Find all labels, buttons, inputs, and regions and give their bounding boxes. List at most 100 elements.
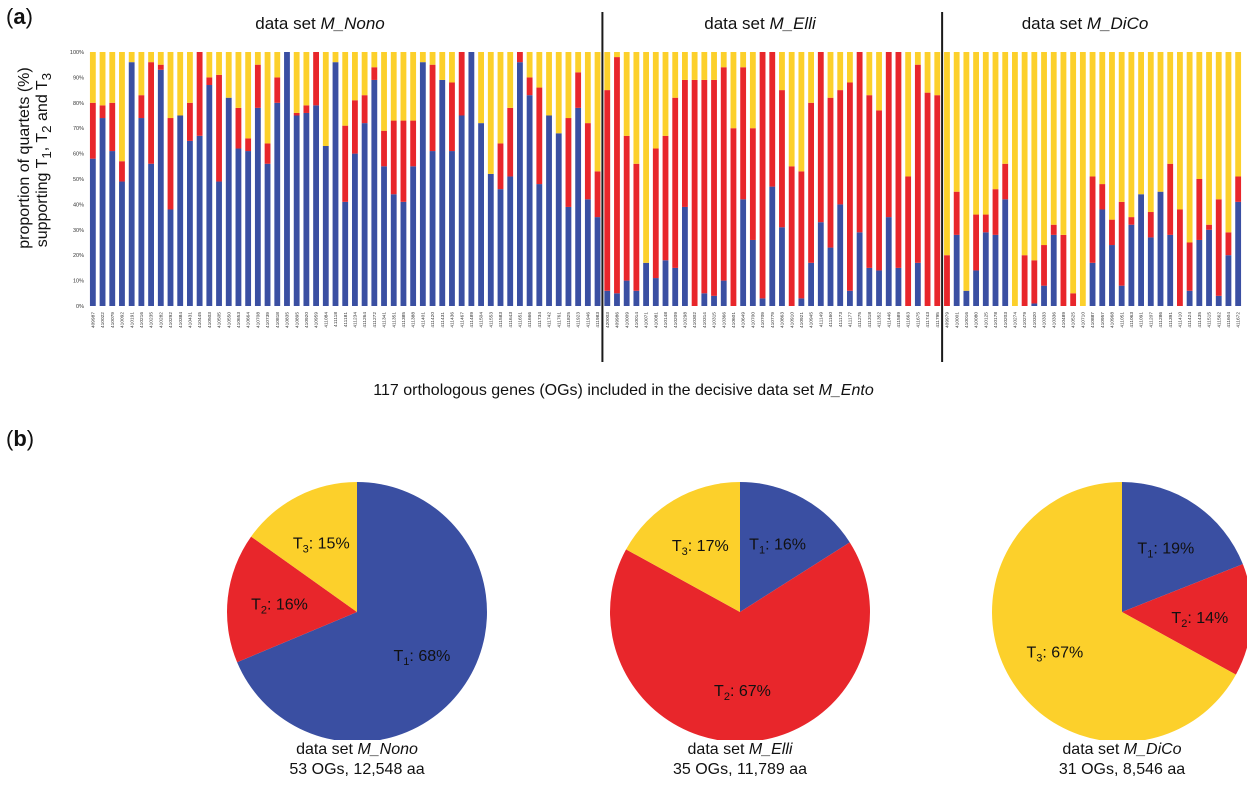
x-tick-label: 411583 <box>498 312 504 328</box>
bar-segment-t3 <box>982 52 989 215</box>
bar-segment-t2 <box>449 82 455 152</box>
x-tick-label: 410601 <box>731 312 737 328</box>
bar-segment-t2 <box>313 52 319 106</box>
x-tick-label: 410125 <box>983 312 989 328</box>
bar-segment-t1 <box>332 62 339 306</box>
bar-segment-t3 <box>264 52 271 144</box>
bar-segment-t2 <box>652 148 659 279</box>
x-tick-label: 411946 <box>585 312 591 328</box>
bar-segment-t3 <box>410 52 417 121</box>
x-tick-label: 410957 <box>1100 312 1106 328</box>
pie-label-t1: T1: 19% <box>1137 540 1194 560</box>
bar-segment-t3 <box>1118 52 1125 202</box>
x-axis-caption: 117 orthologous genes (OGs) included in … <box>373 382 874 399</box>
pie-slice-t1 <box>1122 482 1243 612</box>
bar-segment-t3 <box>109 52 116 103</box>
x-tick-label: 411275 <box>857 312 863 328</box>
bar-segment-t1 <box>507 176 514 306</box>
bar-segment-t1 <box>1196 239 1203 306</box>
x-tick-label: 410235 <box>149 312 155 328</box>
bar-segment-t1 <box>973 270 979 306</box>
x-tick-label: 411923 <box>576 312 582 328</box>
bar-segment-t1 <box>526 95 533 307</box>
bar-segment-t3 <box>254 52 261 65</box>
x-tick-label: 410071 <box>644 312 650 328</box>
set-title-nono: data set M_Nono <box>255 14 385 33</box>
x-tick-label: 410001 <box>954 312 960 328</box>
bar-segment-t2 <box>157 64 164 70</box>
bar-segment-t2 <box>167 118 174 210</box>
bar-segment-t3 <box>390 52 397 121</box>
pie-slice-t2 <box>227 536 357 663</box>
x-tick-label: 410818 <box>275 312 281 328</box>
bar-segment-t2 <box>458 52 465 116</box>
y-tick-label: 10% <box>73 279 84 285</box>
bar-segment-t3 <box>449 52 455 83</box>
bar-segment-t2 <box>701 79 708 294</box>
x-tick-label: 411666 <box>527 312 533 328</box>
bar-segment-t1 <box>235 148 242 306</box>
bar-segment-t3 <box>429 52 436 65</box>
bar-segment-t2 <box>400 120 407 202</box>
bar-segment-t2 <box>1050 224 1057 235</box>
y-tick-label: 30% <box>73 228 84 234</box>
x-tick-label: 410366 <box>721 312 727 328</box>
bar-segment-t2 <box>1128 217 1135 225</box>
bar-segment-t2 <box>390 120 397 195</box>
x-tick-label: 410274 <box>1013 312 1019 328</box>
bar-segment-t3 <box>662 52 669 136</box>
bar-segment-t1 <box>1157 191 1164 306</box>
x-tick-label: 410314 <box>702 312 708 328</box>
x-tick-label: 409987 <box>90 312 96 328</box>
bar-segment-t2 <box>1235 176 1242 202</box>
panel-b-label: (b) <box>6 426 35 451</box>
bar-segment-t2 <box>876 110 882 271</box>
x-tick-label: 410080 <box>974 312 980 328</box>
bar-segment-t3 <box>944 52 950 256</box>
x-tick-label: 410700 <box>750 312 756 328</box>
bar-segment-t3 <box>730 52 737 129</box>
bar-segment-t2 <box>953 191 960 235</box>
bar-segment-t3 <box>963 52 970 291</box>
bar-segment-t1 <box>410 166 417 306</box>
bar-segment-t2 <box>565 118 572 207</box>
x-tick-label: 410920 <box>304 312 310 328</box>
bar-segment-t3 <box>1012 52 1018 306</box>
x-tick-label: 410550 <box>226 312 232 328</box>
pie-label-t3: T3: 17% <box>672 538 729 558</box>
bar-segment-t1 <box>1050 234 1057 306</box>
bar-segment-t3 <box>584 52 591 124</box>
bar-segment-t3 <box>138 52 145 96</box>
bar-segment-t3 <box>235 52 242 108</box>
bar-segment-t2 <box>274 77 281 103</box>
pie-label-t3: T3: 67% <box>1026 645 1083 665</box>
bar-segment-t1 <box>89 158 96 306</box>
x-tick-label: 411388 <box>411 312 417 328</box>
bar-segment-t2 <box>429 64 436 152</box>
bar-segment-t1 <box>652 278 659 306</box>
bar-segment-t3 <box>672 52 679 98</box>
x-tick-label: 410503 <box>207 312 213 328</box>
bar-segment-t2 <box>536 87 543 185</box>
bar-segment-t1 <box>633 290 640 306</box>
x-tick-label: 410203 <box>1003 312 1009 328</box>
bar-segment-t1 <box>371 79 378 306</box>
bar-segment-t1 <box>555 133 562 306</box>
x-tick-label: 410292 <box>168 312 174 328</box>
bar-segment-t3 <box>225 52 232 98</box>
bar-segment-t2 <box>575 72 582 108</box>
bar-segment-t2 <box>1021 255 1028 306</box>
bar-segment-t1 <box>720 280 727 306</box>
pie-label-t3: T3: 15% <box>293 536 350 556</box>
bar-segment-t3 <box>1225 52 1232 233</box>
bar-segment-t2 <box>730 128 737 306</box>
bar-segment-t2 <box>973 214 979 271</box>
bar-segment-t3 <box>924 52 931 93</box>
bar-segment-t1 <box>808 262 814 306</box>
bar-segment-t1 <box>779 227 785 306</box>
x-tick-label: 410709 <box>760 312 766 328</box>
bar-segment-t2 <box>1147 212 1154 238</box>
bar-segment-t2 <box>934 95 941 307</box>
x-tick-label: 409979 <box>945 312 951 328</box>
bar-segment-t3 <box>594 52 601 172</box>
